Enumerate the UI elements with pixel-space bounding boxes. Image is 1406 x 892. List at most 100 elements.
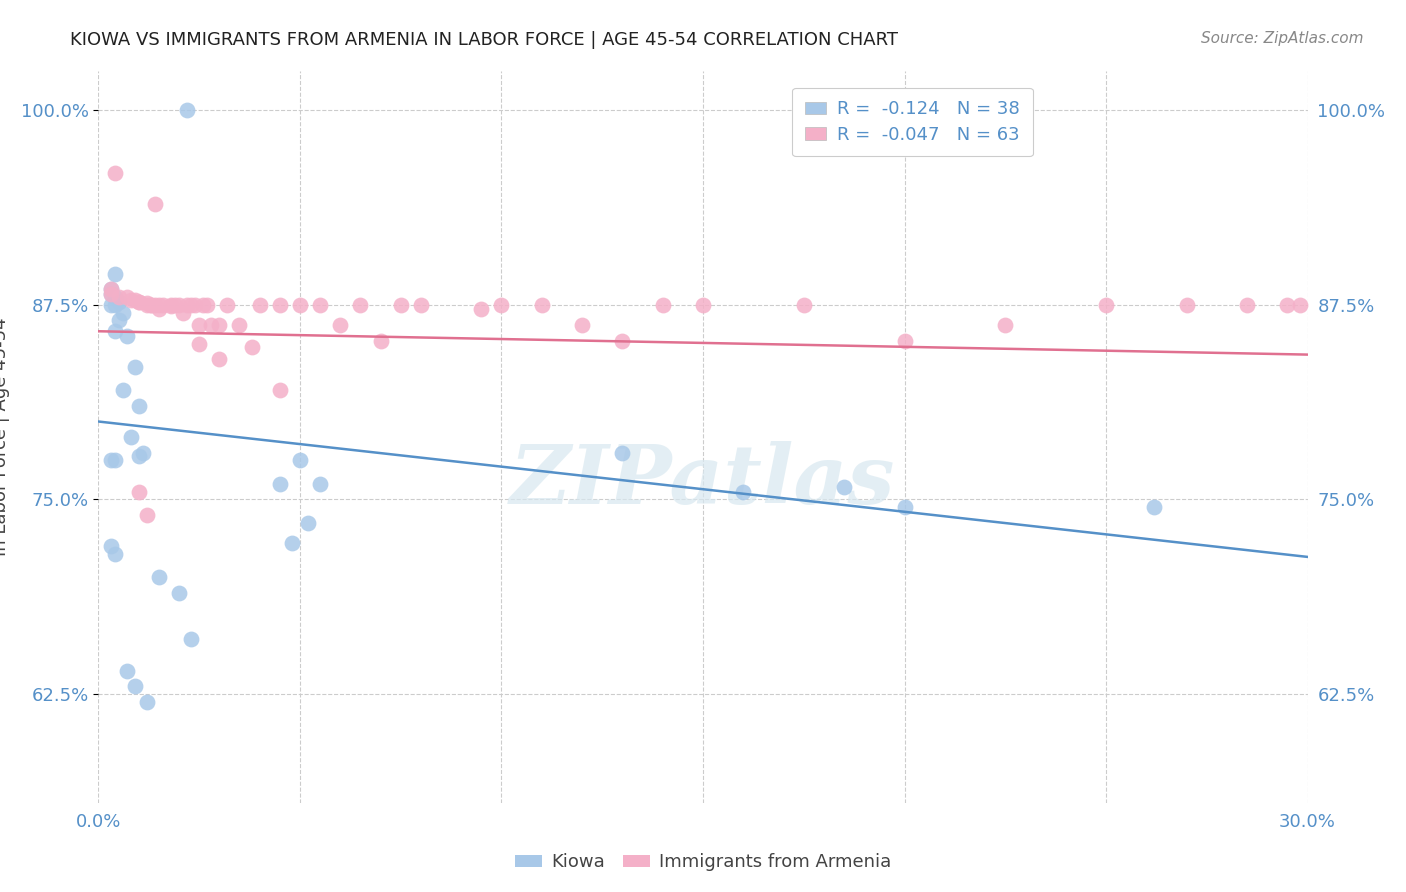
- Point: [100, 282, 122, 296]
- Point: [470, 302, 492, 317]
- Point: [100, 286, 122, 301]
- Point: [180, 632, 202, 647]
- Point: [103, 547, 125, 561]
- Point: [571, 318, 593, 332]
- Point: [128, 399, 150, 413]
- Point: [100, 282, 122, 296]
- Point: [172, 305, 194, 319]
- Point: [103, 267, 125, 281]
- Point: [167, 298, 190, 312]
- Point: [195, 298, 218, 312]
- Point: [163, 298, 186, 312]
- Point: [115, 664, 138, 678]
- Point: [329, 318, 352, 332]
- Legend: Kiowa, Immigrants from Armenia: Kiowa, Immigrants from Armenia: [508, 847, 898, 879]
- Text: KIOWA VS IMMIGRANTS FROM ARMENIA IN LABOR FORCE | AGE 45-54 CORRELATION CHART: KIOWA VS IMMIGRANTS FROM ARMENIA IN LABO…: [70, 31, 898, 49]
- Point: [139, 298, 162, 312]
- Y-axis label: In Labor Force | Age 45-54: In Labor Force | Age 45-54: [0, 318, 10, 557]
- Point: [128, 294, 150, 309]
- Point: [228, 318, 250, 332]
- Point: [793, 298, 815, 312]
- Point: [217, 298, 239, 312]
- Point: [100, 298, 122, 312]
- Point: [188, 336, 211, 351]
- Point: [103, 453, 125, 467]
- Point: [124, 293, 146, 307]
- Point: [135, 695, 157, 709]
- Point: [288, 298, 311, 312]
- Point: [370, 334, 392, 348]
- Point: [128, 449, 150, 463]
- Point: [184, 298, 207, 312]
- Text: Source: ZipAtlas.com: Source: ZipAtlas.com: [1201, 31, 1364, 46]
- Point: [111, 384, 134, 398]
- Point: [269, 476, 291, 491]
- Point: [107, 290, 129, 304]
- Point: [288, 453, 311, 467]
- Point: [176, 298, 198, 312]
- Point: [612, 334, 634, 348]
- Point: [309, 298, 332, 312]
- Point: [491, 298, 513, 312]
- Point: [167, 585, 190, 599]
- Point: [148, 298, 170, 312]
- Point: [120, 293, 142, 307]
- Point: [176, 103, 198, 118]
- Point: [103, 165, 125, 179]
- Point: [1277, 298, 1299, 312]
- Point: [120, 430, 142, 444]
- Point: [103, 324, 125, 338]
- Point: [1095, 298, 1118, 312]
- Point: [1175, 298, 1198, 312]
- Point: [135, 298, 157, 312]
- Point: [297, 516, 319, 530]
- Point: [1236, 298, 1258, 312]
- Point: [143, 298, 166, 312]
- Point: [180, 298, 202, 312]
- Point: [139, 298, 162, 312]
- Point: [893, 334, 915, 348]
- Point: [107, 313, 129, 327]
- Point: [128, 294, 150, 309]
- Point: [135, 296, 157, 310]
- Point: [188, 318, 211, 332]
- Point: [135, 508, 157, 522]
- Point: [1288, 298, 1310, 312]
- Point: [160, 298, 183, 312]
- Point: [281, 536, 304, 550]
- Point: [389, 298, 412, 312]
- Point: [208, 352, 231, 367]
- Point: [143, 196, 166, 211]
- Point: [103, 290, 125, 304]
- Point: [100, 286, 122, 301]
- Point: [733, 484, 755, 499]
- Point: [124, 359, 146, 374]
- Point: [160, 299, 183, 313]
- Point: [128, 484, 150, 499]
- Point: [115, 329, 138, 343]
- Point: [148, 302, 170, 317]
- Point: [100, 453, 122, 467]
- Point: [200, 318, 222, 332]
- Point: [240, 340, 263, 354]
- Point: [692, 298, 714, 312]
- Legend: R =  -0.124   N = 38, R =  -0.047   N = 63: R = -0.124 N = 38, R = -0.047 N = 63: [792, 87, 1032, 156]
- Point: [309, 476, 332, 491]
- Point: [409, 298, 432, 312]
- Point: [893, 500, 915, 515]
- Point: [148, 570, 170, 584]
- Point: [269, 298, 291, 312]
- Point: [193, 298, 215, 312]
- Point: [994, 318, 1017, 332]
- Point: [612, 445, 634, 459]
- Point: [269, 384, 291, 398]
- Point: [530, 298, 553, 312]
- Point: [103, 298, 125, 312]
- Point: [107, 294, 129, 309]
- Point: [152, 298, 174, 312]
- Point: [132, 445, 155, 459]
- Point: [111, 305, 134, 319]
- Point: [249, 298, 271, 312]
- Point: [1143, 500, 1166, 515]
- Point: [651, 298, 673, 312]
